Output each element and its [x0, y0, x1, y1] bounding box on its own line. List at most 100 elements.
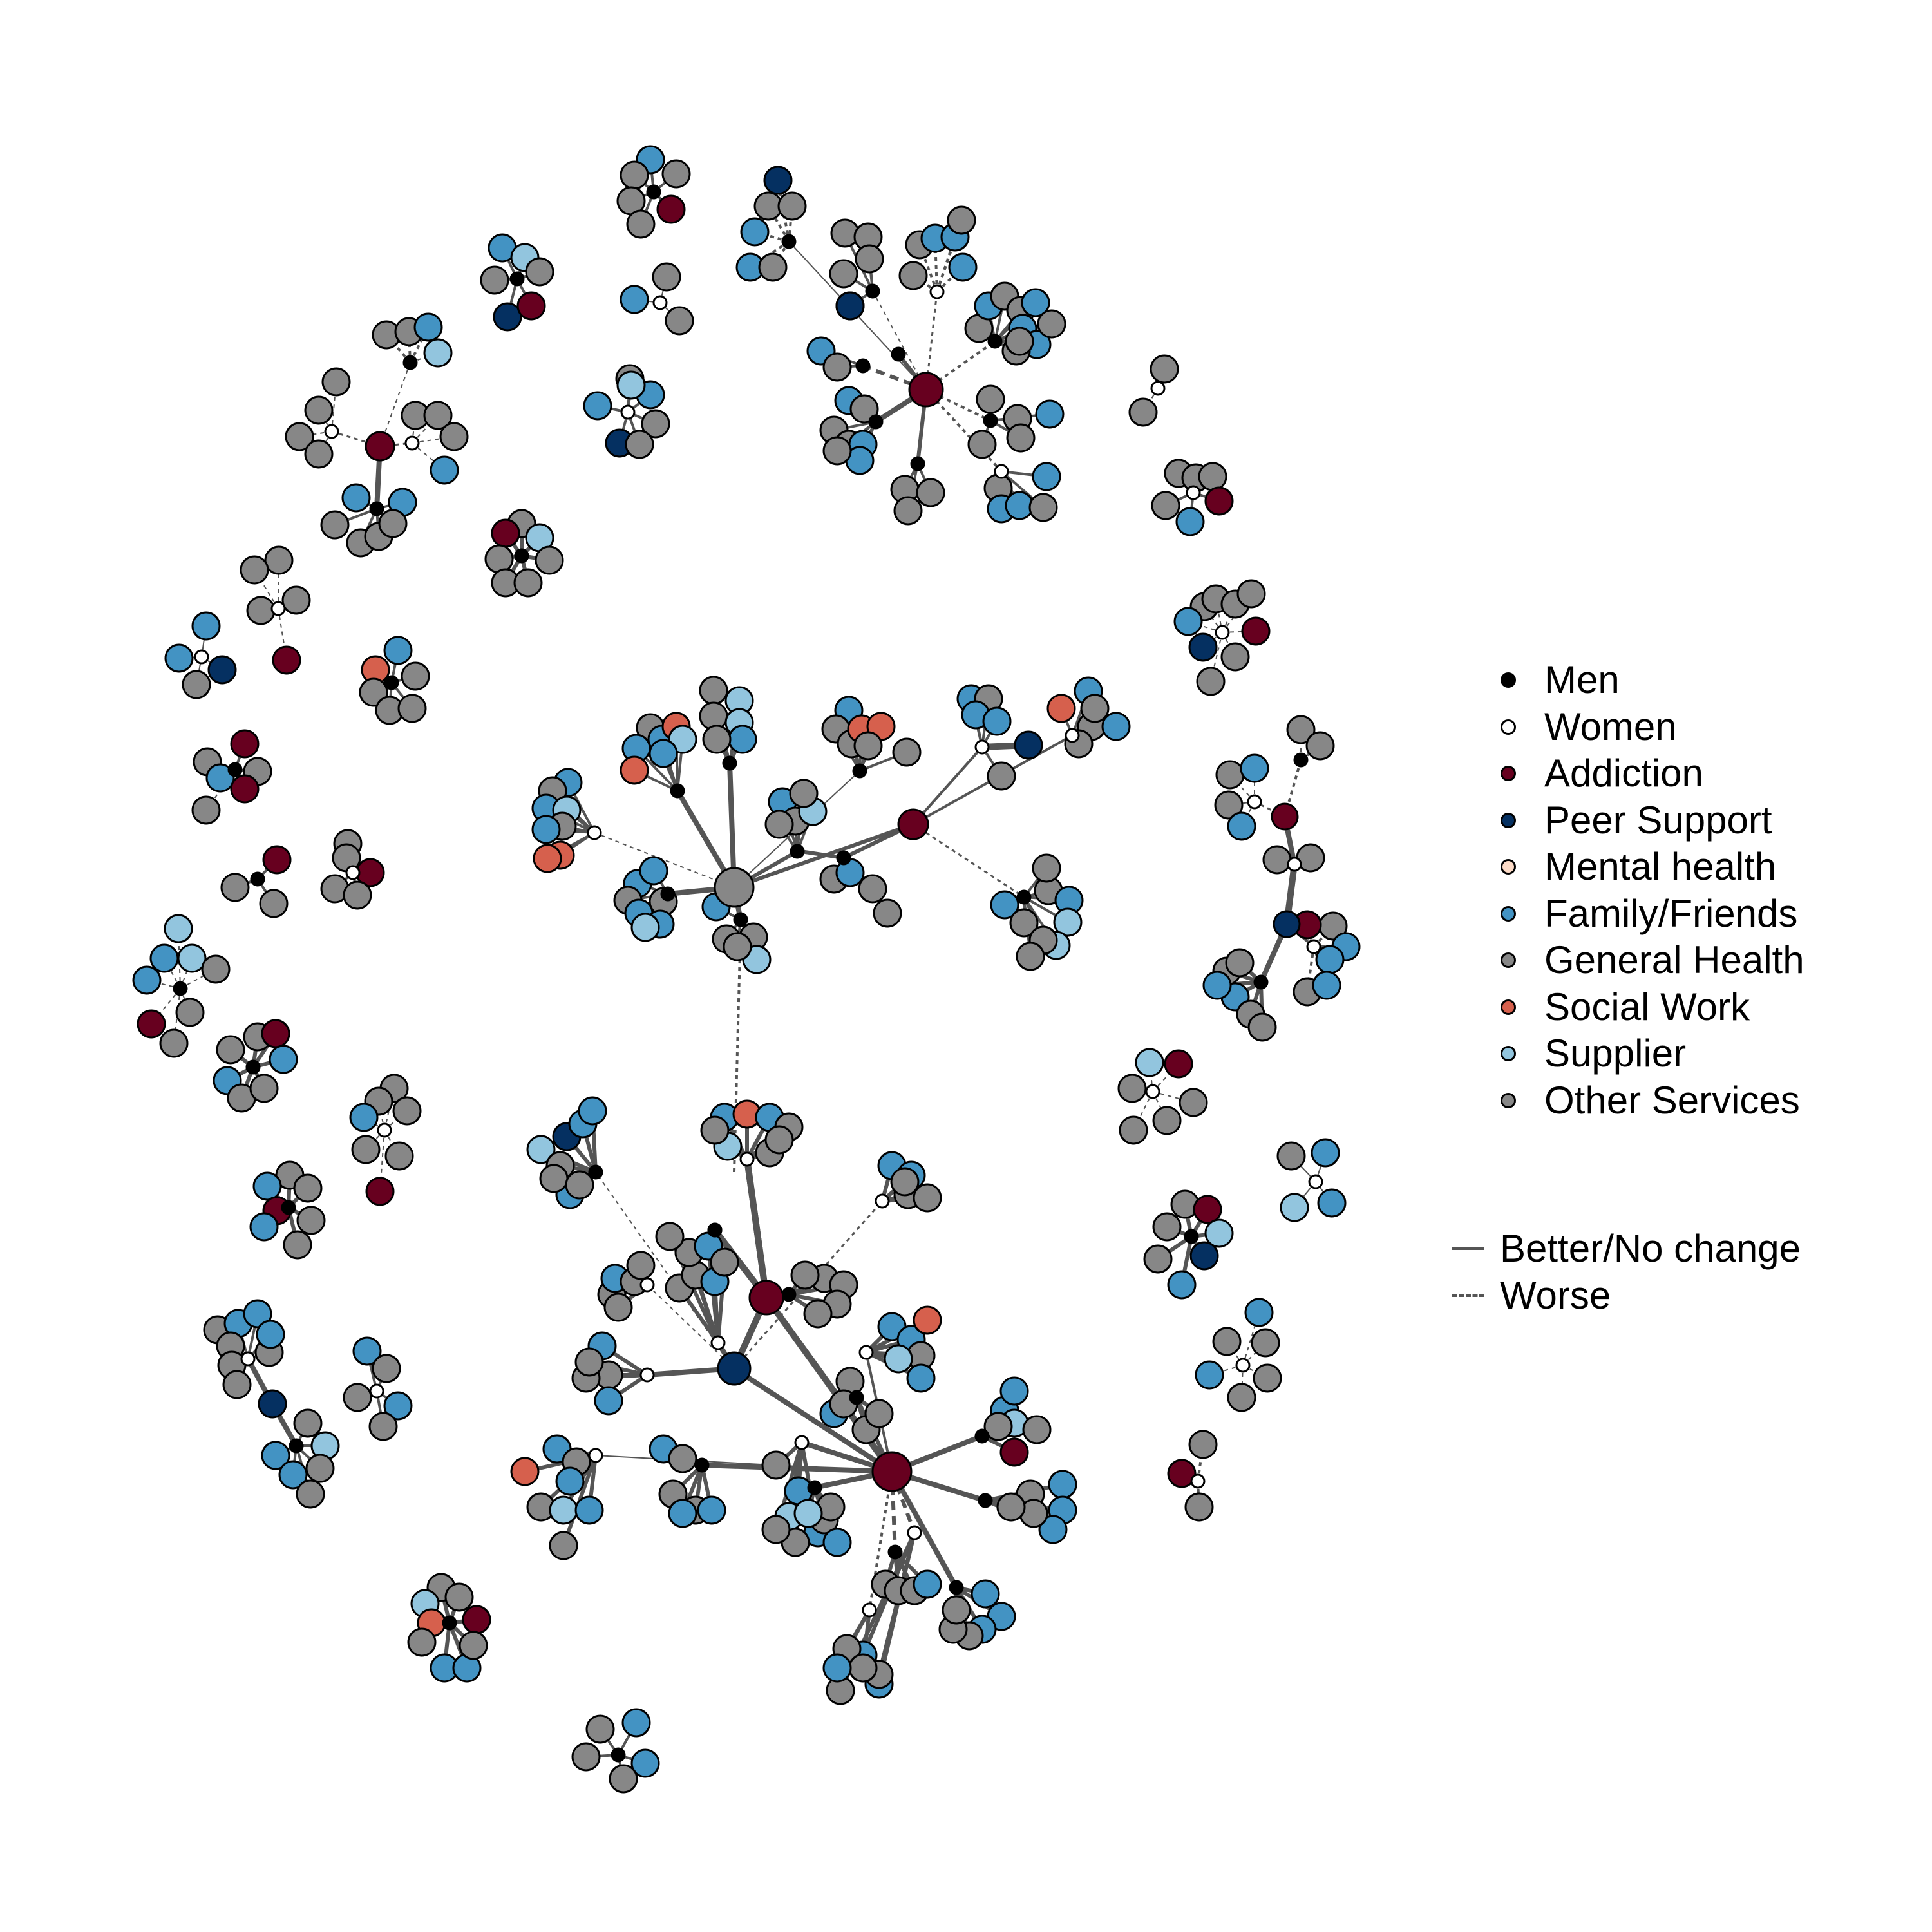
- alter-node: [916, 478, 945, 507]
- alter-node: [848, 1653, 878, 1683]
- alter-node: [1167, 1270, 1197, 1300]
- alter-node: [1198, 462, 1227, 491]
- alter-node: [430, 455, 459, 485]
- edge-legend-label-worse: Worse: [1500, 1273, 1611, 1317]
- network-edge: [1188, 621, 1223, 633]
- alter-node: [285, 422, 314, 451]
- alter-node: [321, 367, 351, 397]
- alter-node: [1032, 853, 1061, 883]
- alter-node: [626, 209, 656, 239]
- alter-node: [1152, 1106, 1182, 1135]
- alter-node: [971, 1579, 1000, 1609]
- alter-node: [740, 217, 770, 247]
- alter-node: [1046, 694, 1076, 723]
- alter-node: [620, 755, 649, 785]
- legend-swatch-women: [1501, 719, 1516, 735]
- alter-node: [1253, 1363, 1282, 1393]
- alter-node: [855, 244, 884, 274]
- alter-node: [858, 874, 887, 904]
- alter-node: [1135, 1048, 1164, 1077]
- alter-node: [565, 1170, 594, 1200]
- man-ego-node: [646, 184, 661, 200]
- man-ego-node: [402, 355, 418, 370]
- network-edge: [1229, 774, 1255, 802]
- alter-node: [216, 1035, 245, 1065]
- alter-node: [1251, 1328, 1280, 1358]
- network-edge: [925, 340, 996, 391]
- alter-node: [668, 724, 697, 754]
- alter-node: [191, 795, 221, 825]
- alter-node: [1151, 491, 1180, 520]
- woman-ego-node: [588, 1448, 603, 1463]
- alter-node: [656, 194, 686, 224]
- alter-node: [1227, 811, 1256, 841]
- legend-item-addiction: Addiction: [1501, 750, 1804, 797]
- network-edge: [744, 1159, 770, 1298]
- alter-node: [983, 1412, 1013, 1441]
- man-ego-node: [660, 886, 676, 902]
- alter-node: [1195, 1360, 1224, 1390]
- woman-ego-node: [369, 1383, 384, 1399]
- woman-ego-node: [345, 865, 361, 880]
- alter-node: [351, 1135, 381, 1164]
- alter-node: [230, 774, 260, 804]
- alter-node: [1286, 715, 1316, 744]
- woman-ego-node: [875, 1193, 890, 1209]
- edge-type-legend: Better/No change Worse: [1452, 1226, 1801, 1319]
- alter-node: [761, 1515, 791, 1544]
- man-ego-node: [891, 346, 906, 362]
- woman-ego-node: [858, 1345, 874, 1360]
- woman-ego-node: [639, 1277, 655, 1293]
- alter-node: [1276, 1141, 1306, 1171]
- network-edge: [278, 608, 287, 661]
- legend-swatch-other-services: [1501, 1092, 1516, 1108]
- network-edge: [732, 1366, 894, 1474]
- addiction-hub-node: [908, 372, 944, 408]
- alter-node: [1150, 354, 1179, 384]
- general-health-hub-node: [714, 867, 755, 908]
- man-ego-node: [611, 1747, 626, 1763]
- alter-node: [341, 483, 371, 513]
- alter-node: [296, 1206, 326, 1235]
- network-edge: [1197, 1444, 1204, 1482]
- woman-ego-node: [907, 1525, 922, 1540]
- alter-node: [853, 731, 883, 761]
- woman-ego-node: [620, 404, 636, 420]
- alter-node: [668, 1499, 697, 1528]
- legend-label-supplier: Supplier: [1544, 1032, 1687, 1075]
- network-edge: [912, 746, 983, 826]
- alter-node: [641, 409, 670, 439]
- woman-ego-node: [639, 1367, 655, 1383]
- alter-node: [413, 312, 443, 342]
- woman-ego-node: [587, 825, 602, 840]
- man-ego-node: [509, 271, 525, 287]
- alter-node: [264, 545, 294, 575]
- alter-node: [249, 1074, 279, 1103]
- woman-ego-node: [1145, 1084, 1160, 1099]
- alter-node: [539, 1164, 569, 1193]
- man-ego-node: [250, 871, 265, 887]
- man-ego-node: [790, 844, 805, 859]
- alter-node: [1317, 1188, 1347, 1218]
- legend-swatch-supplier: [1501, 1046, 1516, 1062]
- network-edge: [890, 1471, 897, 1553]
- legend-swatch-mental-health: [1501, 859, 1516, 875]
- alter-node: [723, 932, 752, 961]
- addiction-hub-node: [1271, 802, 1299, 831]
- woman-ego-node: [377, 1122, 392, 1138]
- alter-node: [175, 998, 205, 1027]
- alter-node: [205, 763, 235, 793]
- alter-node: [661, 159, 691, 189]
- network-edge: [594, 832, 735, 888]
- man-ego-node: [670, 783, 685, 799]
- woman-ego-node: [240, 1351, 256, 1367]
- legend-swatch-peer-support: [1501, 812, 1516, 828]
- alter-node: [510, 1457, 540, 1486]
- man-ego-node: [849, 1390, 864, 1405]
- man-ego-node: [978, 1493, 993, 1508]
- alter-node: [893, 496, 923, 526]
- man-ego-node: [987, 334, 1003, 349]
- alter-node: [1236, 579, 1266, 609]
- alter-node: [272, 645, 301, 675]
